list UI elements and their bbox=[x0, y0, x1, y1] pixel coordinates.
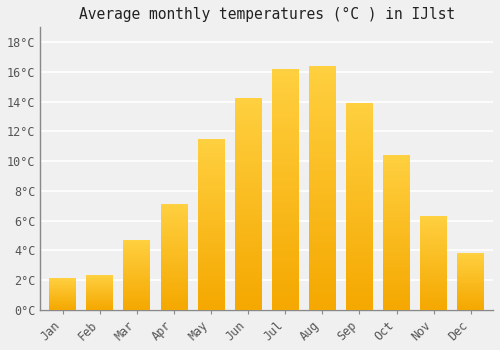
Title: Average monthly temperatures (°C ) in IJlst: Average monthly temperatures (°C ) in IJ… bbox=[78, 7, 455, 22]
